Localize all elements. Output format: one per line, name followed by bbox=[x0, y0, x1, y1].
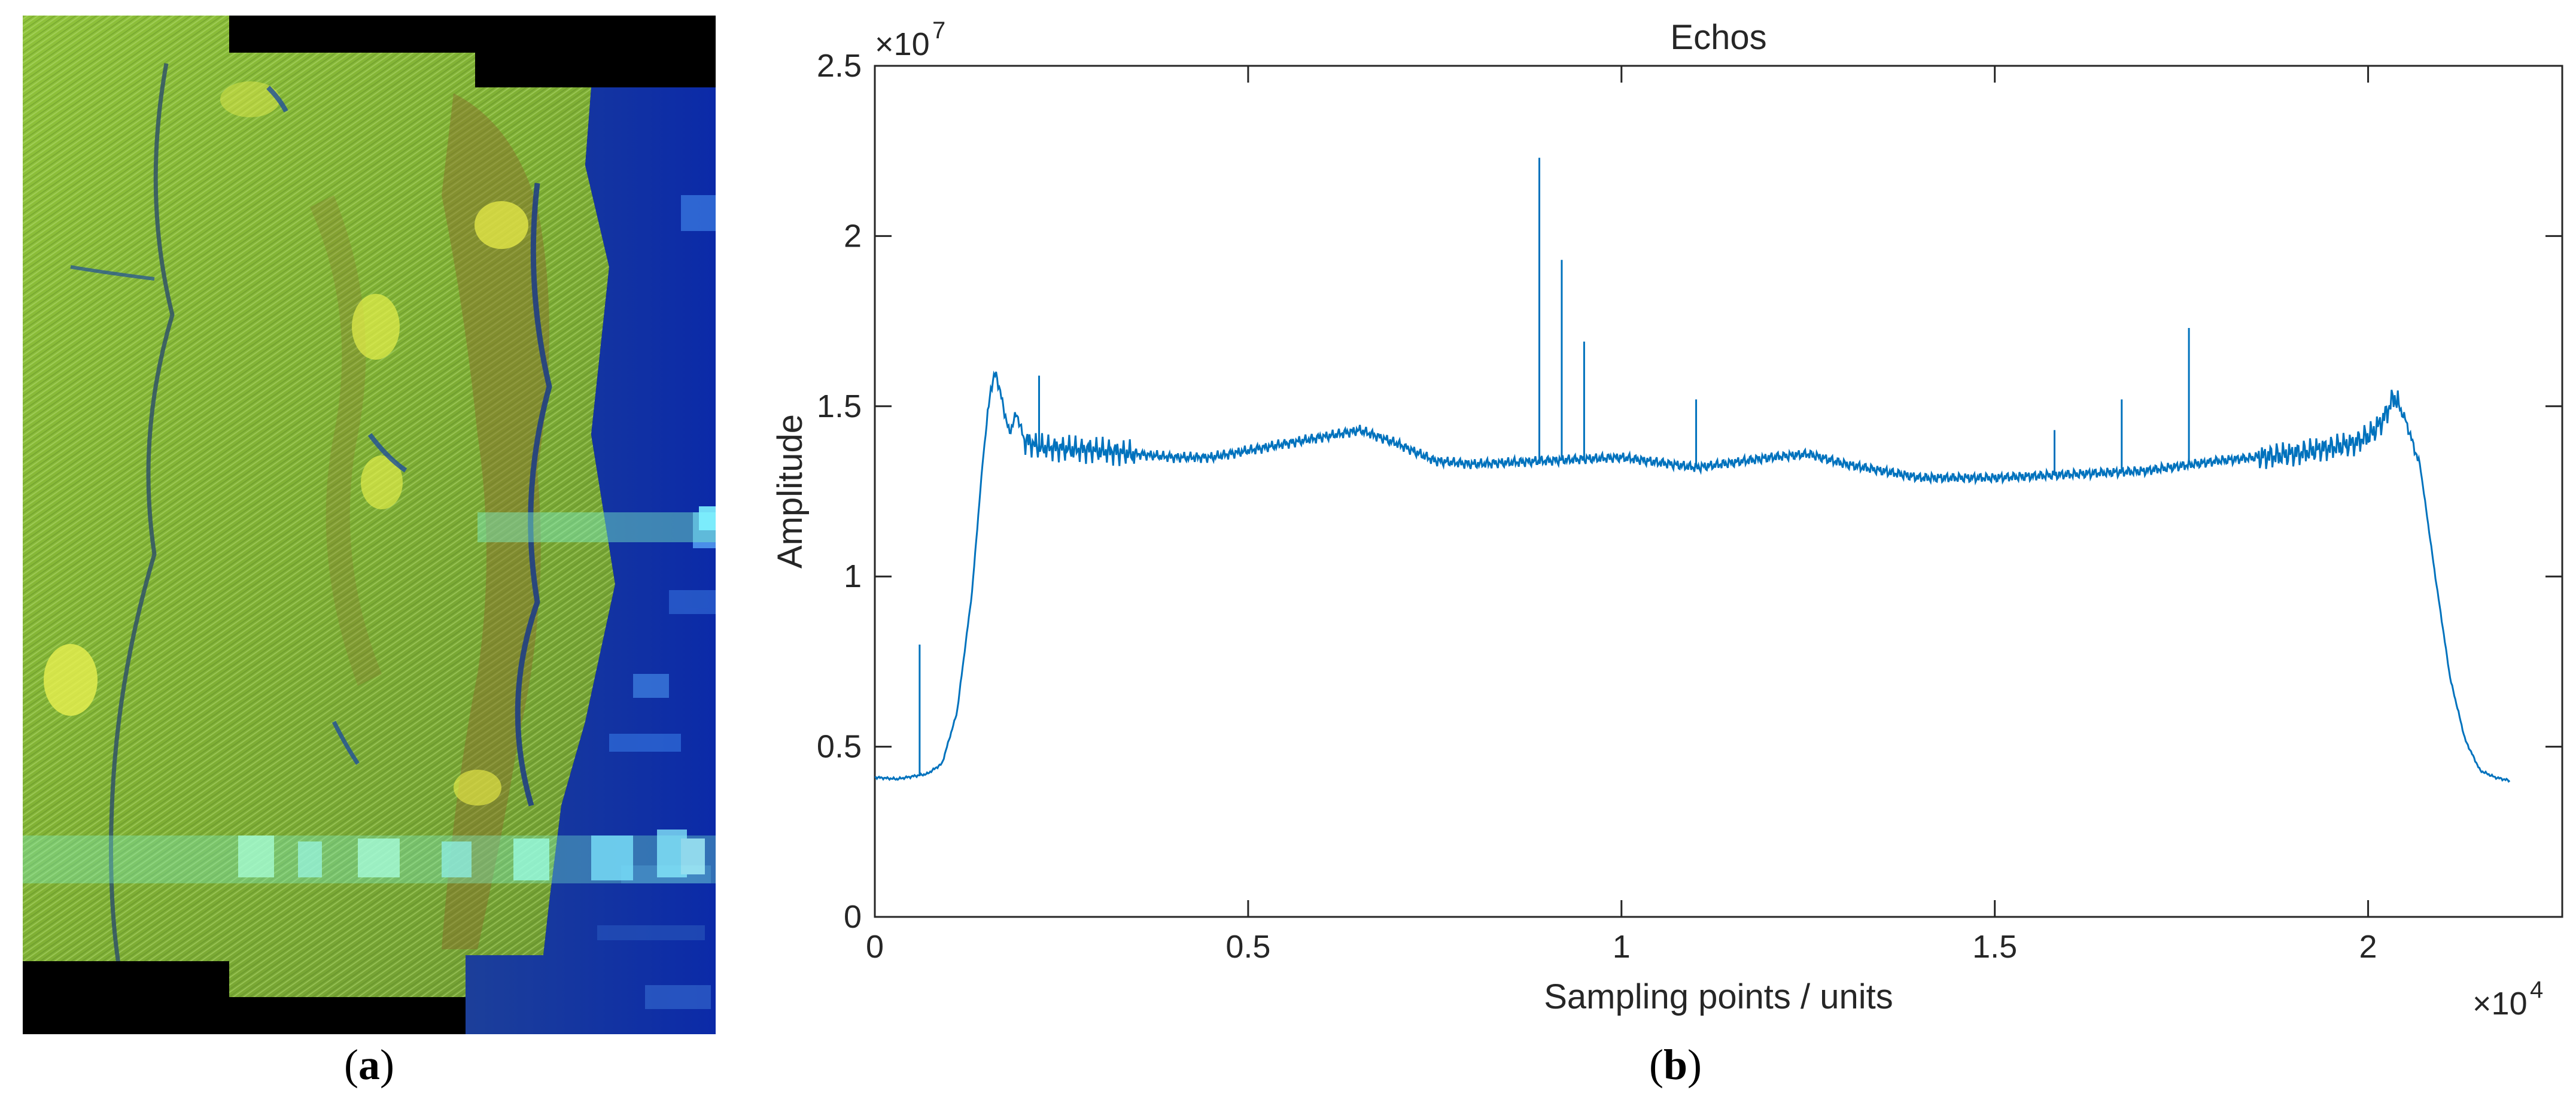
y-tick-label: 1.5 bbox=[817, 388, 862, 424]
sar-image bbox=[23, 16, 716, 1034]
x-axis-label: Sampling points / units bbox=[1544, 977, 1893, 1016]
x-tick-label: 0.5 bbox=[1225, 929, 1270, 965]
x-exponent-power: 4 bbox=[2530, 977, 2543, 1003]
x-tick-label: 0 bbox=[866, 929, 884, 965]
echo-amplitude-chart: 0 0.5 1 1.5 2 0 0.5 1 1.5 2 2.5 Echos Sampling poi… bbox=[771, 17, 2563, 1022]
panel-a-caption: (a) bbox=[344, 1041, 394, 1089]
x-tick-label: 2 bbox=[2359, 929, 2377, 965]
x-exponent-label: ×10 4 bbox=[2472, 977, 2543, 1022]
x-exponent-base: ×10 bbox=[2472, 986, 2528, 1022]
y-exponent-label: ×10 7 bbox=[875, 17, 945, 62]
sar-image-panel bbox=[23, 16, 716, 1034]
x-tick-label: 1 bbox=[1613, 929, 1631, 965]
x-tick-label: 1.5 bbox=[1972, 929, 2017, 965]
chart-title: Echos bbox=[1670, 18, 1766, 57]
y-tick-label: 0 bbox=[844, 899, 862, 935]
echo-series-line bbox=[874, 370, 2511, 783]
y-exponent-base: ×10 bbox=[875, 26, 930, 62]
y-exponent-power: 7 bbox=[932, 17, 945, 44]
sar-sea bbox=[466, 87, 716, 1034]
y-tick-label: 2.5 bbox=[817, 48, 862, 84]
y-axis-label: Amplitude bbox=[771, 414, 810, 569]
plot-area bbox=[874, 65, 2563, 918]
panel-b-caption: (b) bbox=[1649, 1041, 1702, 1089]
y-tick-label: 0.5 bbox=[817, 729, 862, 765]
y-tick-label: 2 bbox=[844, 218, 862, 254]
y-tick-label: 1 bbox=[844, 558, 862, 594]
